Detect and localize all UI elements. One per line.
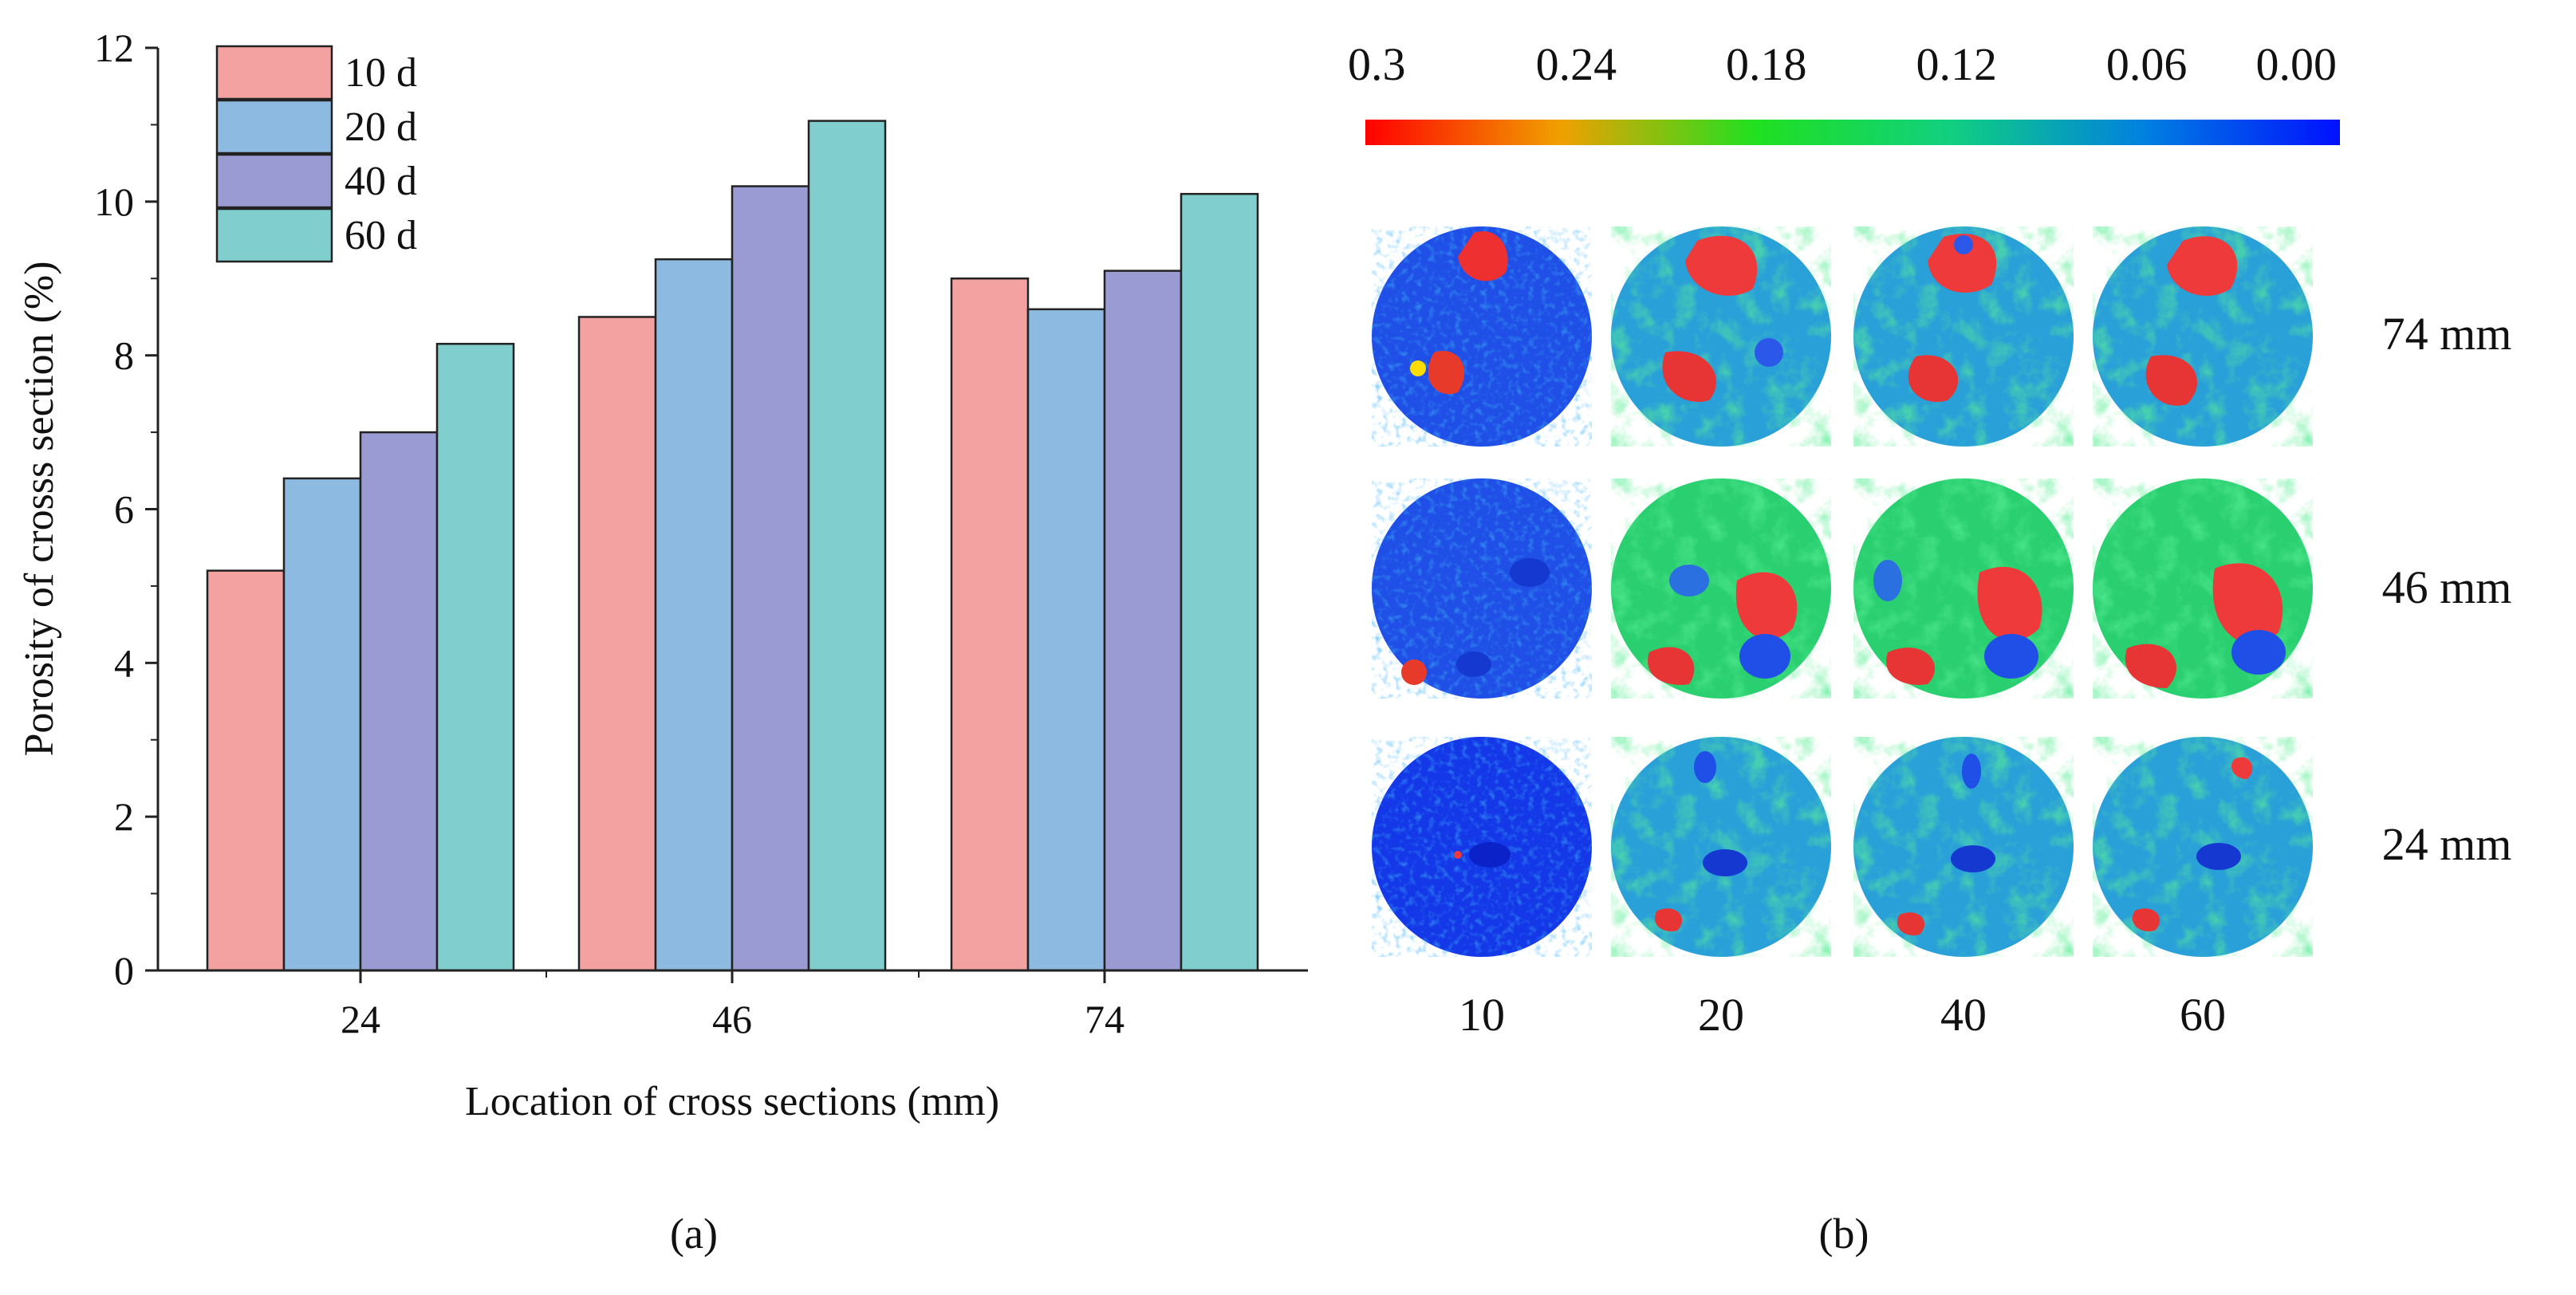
cross-section-24mm-20d: [1611, 737, 1831, 957]
cross-section-24mm-10d: [1372, 737, 1592, 957]
cross-section-46mm-20d: [1611, 478, 1831, 699]
bar-40d-46: [731, 185, 810, 972]
cross-section-74mm-60d: [2093, 226, 2313, 447]
colorbar-tick-label: 0.00: [2256, 38, 2338, 90]
legend: 10 d 20 d 40 d 60 d: [215, 45, 417, 263]
y-axis-label: Porosity of crosss section (%): [17, 261, 62, 756]
y-ticks-group: 0 2 4 6 8 10 12: [94, 26, 158, 993]
legend-swatch: [215, 153, 333, 209]
y-tick-label: 10: [94, 179, 134, 224]
bar-20d-24: [282, 477, 362, 972]
colorbar-tick-label: 0.18: [1726, 38, 1807, 90]
panel-a-label: (a): [670, 1210, 718, 1258]
cross-section-74mm-20d: [1611, 226, 1831, 447]
y-tick-label: 6: [114, 487, 134, 532]
legend-label: 60 d: [345, 213, 417, 258]
legend-label: 40 d: [345, 159, 417, 204]
cross-section-24mm-40d: [1853, 737, 2074, 957]
y-tick-label: 2: [114, 794, 134, 839]
column-label-60: 60: [2180, 989, 2226, 1041]
cross-section-grid: [1372, 226, 2313, 957]
cross-section-24mm-60d: [2093, 737, 2313, 957]
column-label-10: 10: [1459, 989, 1505, 1041]
x-axis-label: Location of cross sections (mm): [465, 1079, 999, 1124]
colorbar: [1365, 120, 2340, 145]
colorbar-tick-labels: 0.3 0.24 0.18 0.12 0.06 0.00: [1348, 38, 2337, 90]
bar-10d-74: [950, 278, 1030, 972]
bar-20d-46: [654, 258, 734, 972]
x-tick-label: 46: [712, 997, 752, 1041]
x-ticks-group: 24 46 74: [341, 970, 1125, 1041]
x-tick-label: 24: [341, 997, 380, 1041]
bar-20d-74: [1026, 308, 1106, 972]
cross-section-46mm-40d: [1853, 478, 2074, 699]
colorbar-tick-label: 0.3: [1348, 38, 1406, 90]
row-label-24mm: 24 mm: [2382, 818, 2512, 870]
bar-10d-46: [577, 316, 657, 972]
porosity-maps-panel: 0.3 0.24 0.18 0.12 0.06 0.00: [1348, 38, 2511, 1041]
bar-40d-24: [359, 431, 439, 972]
bar-10d-24: [206, 569, 286, 972]
bar-60d-24: [435, 342, 515, 972]
bar-40d-74: [1103, 270, 1183, 972]
legend-swatch: [215, 45, 333, 100]
x-tick-label: 74: [1085, 997, 1125, 1041]
cross-section-74mm-10d: [1372, 226, 1592, 447]
colorbar-tick-label: 0.12: [1916, 38, 1997, 90]
legend-swatch: [215, 207, 333, 263]
bar-60d-74: [1180, 192, 1259, 972]
row-label-74mm: 74 mm: [2382, 308, 2512, 360]
cross-section-46mm-60d: [2093, 478, 2313, 699]
bar-60d-46: [807, 120, 887, 972]
legend-label: 20 d: [345, 104, 417, 150]
bars-group: [206, 120, 1259, 972]
legend-label: 10 d: [345, 50, 417, 96]
y-tick-label: 4: [114, 640, 134, 685]
row-label-46mm: 46 mm: [2382, 561, 2512, 613]
colorbar-tick-label: 0.24: [1536, 38, 1617, 90]
column-label-40: 40: [1940, 989, 1987, 1041]
y-tick-label: 8: [114, 333, 134, 378]
panel-b-label: (b): [1819, 1210, 1869, 1258]
cross-section-46mm-10d: [1372, 478, 1592, 699]
colorbar-tick-label: 0.06: [2106, 38, 2188, 90]
legend-swatch: [215, 99, 333, 155]
column-label-20: 20: [1698, 989, 1744, 1041]
y-tick-label: 0: [114, 948, 134, 993]
y-tick-label: 12: [94, 26, 134, 70]
cross-section-74mm-40d: [1853, 226, 2074, 447]
